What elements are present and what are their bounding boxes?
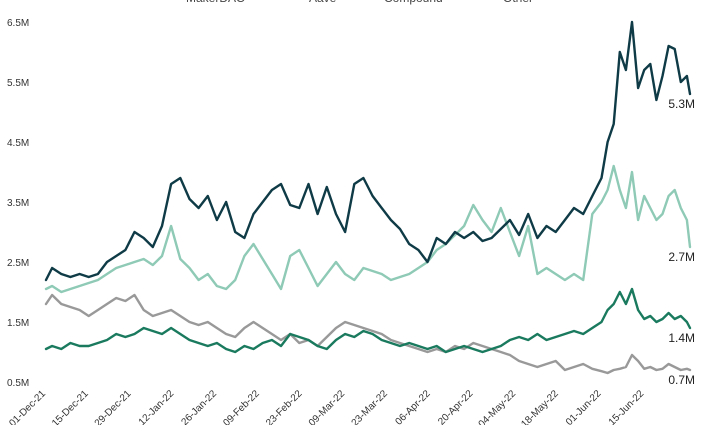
end-label-other: 0.7M — [668, 373, 695, 387]
y-tick-label: 5.5M — [7, 78, 29, 89]
y-tick-label: 0.5M — [7, 378, 29, 389]
y-tick-label: 1.5M — [7, 318, 29, 329]
x-tick-label: 20-Apr-22 — [436, 388, 476, 425]
x-tick-label: 09-Mar-22 — [307, 388, 348, 425]
legend-label-compound: Compound — [384, 0, 443, 5]
legend: MakerDAO Aave Compound Other — [186, 0, 533, 5]
x-tick-label: 18-May-22 — [519, 388, 561, 425]
x-tick-label: 23-Feb-22 — [264, 388, 305, 425]
end-label-aave: 2.7M — [668, 250, 695, 264]
y-axis: 6.5M 5.5M 4.5M 3.5M 2.5M 1.5M 0.5M — [7, 18, 29, 389]
x-tick-label: 15-Jun-22 — [607, 388, 647, 425]
legend-label-aave: Aave — [309, 0, 337, 5]
series-line-other — [44, 293, 692, 375]
x-tick-label: 04-May-22 — [477, 388, 519, 425]
x-tick-label: 12-Jan-22 — [137, 388, 177, 425]
x-tick-label: 15-Dec-21 — [50, 388, 91, 425]
y-tick-label: 3.5M — [7, 198, 29, 209]
y-tick-label: 6.5M — [7, 18, 29, 29]
y-tick-label: 4.5M — [7, 138, 29, 149]
x-tick-label: 23-Mar-22 — [350, 388, 391, 425]
end-labels: 5.3M 2.7M 1.4M 0.7M — [668, 97, 695, 387]
x-tick-label: 26-Jan-22 — [179, 388, 219, 425]
x-tick-label: 01-Dec-21 — [7, 388, 48, 425]
x-tick-label: 09-Feb-22 — [221, 388, 262, 425]
y-tick-label: 2.5M — [7, 258, 29, 269]
x-tick-label: 06-Apr-22 — [393, 388, 433, 425]
end-label-compound: 1.4M — [668, 331, 695, 345]
x-tick-label: 29-Dec-21 — [93, 388, 134, 425]
series-line-compound — [44, 287, 692, 354]
series-line-aave — [44, 164, 692, 294]
series-line-makerdao — [44, 20, 692, 282]
x-axis: 01-Dec-21 15-Dec-21 29-Dec-21 12-Jan-22 26-J… — [7, 388, 646, 425]
series-group — [44, 20, 692, 375]
legend-label-other: Other — [503, 0, 533, 5]
legend-label-makerdao: MakerDAO — [186, 0, 245, 5]
x-tick-label: 01-Jun-22 — [564, 388, 604, 425]
end-label-makerdao: 5.3M — [668, 97, 695, 111]
